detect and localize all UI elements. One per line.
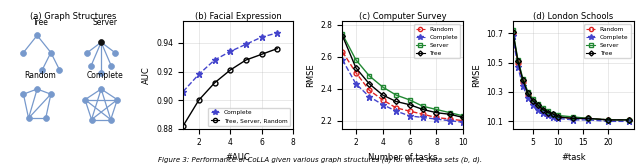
X-axis label: Number of tasks: Number of tasks bbox=[368, 153, 438, 162]
Y-axis label: RMSE: RMSE bbox=[472, 63, 481, 87]
Legend: Random, Complete, Server, Tree: Random, Complete, Server, Tree bbox=[584, 24, 630, 58]
Legend: Random, Complete, Server, Tree: Random, Complete, Server, Tree bbox=[413, 24, 460, 58]
Title: (a) Graph Structures: (a) Graph Structures bbox=[30, 12, 116, 21]
Text: Figure 3: Performance of CoLLA given various graph structures (a) for three data: Figure 3: Performance of CoLLA given var… bbox=[158, 157, 482, 163]
Y-axis label: RMSE: RMSE bbox=[306, 63, 316, 87]
X-axis label: #AUC: #AUC bbox=[226, 153, 250, 162]
Legend: Complete, Tree, Server, Random: Complete, Tree, Server, Random bbox=[208, 108, 290, 126]
Title: (b) Facial Expression: (b) Facial Expression bbox=[195, 12, 282, 21]
X-axis label: #task: #task bbox=[561, 153, 586, 162]
Title: (d) London Schools: (d) London Schools bbox=[533, 12, 613, 21]
Y-axis label: AUC: AUC bbox=[142, 66, 151, 84]
Title: (c) Computer Survey: (c) Computer Survey bbox=[359, 12, 447, 21]
